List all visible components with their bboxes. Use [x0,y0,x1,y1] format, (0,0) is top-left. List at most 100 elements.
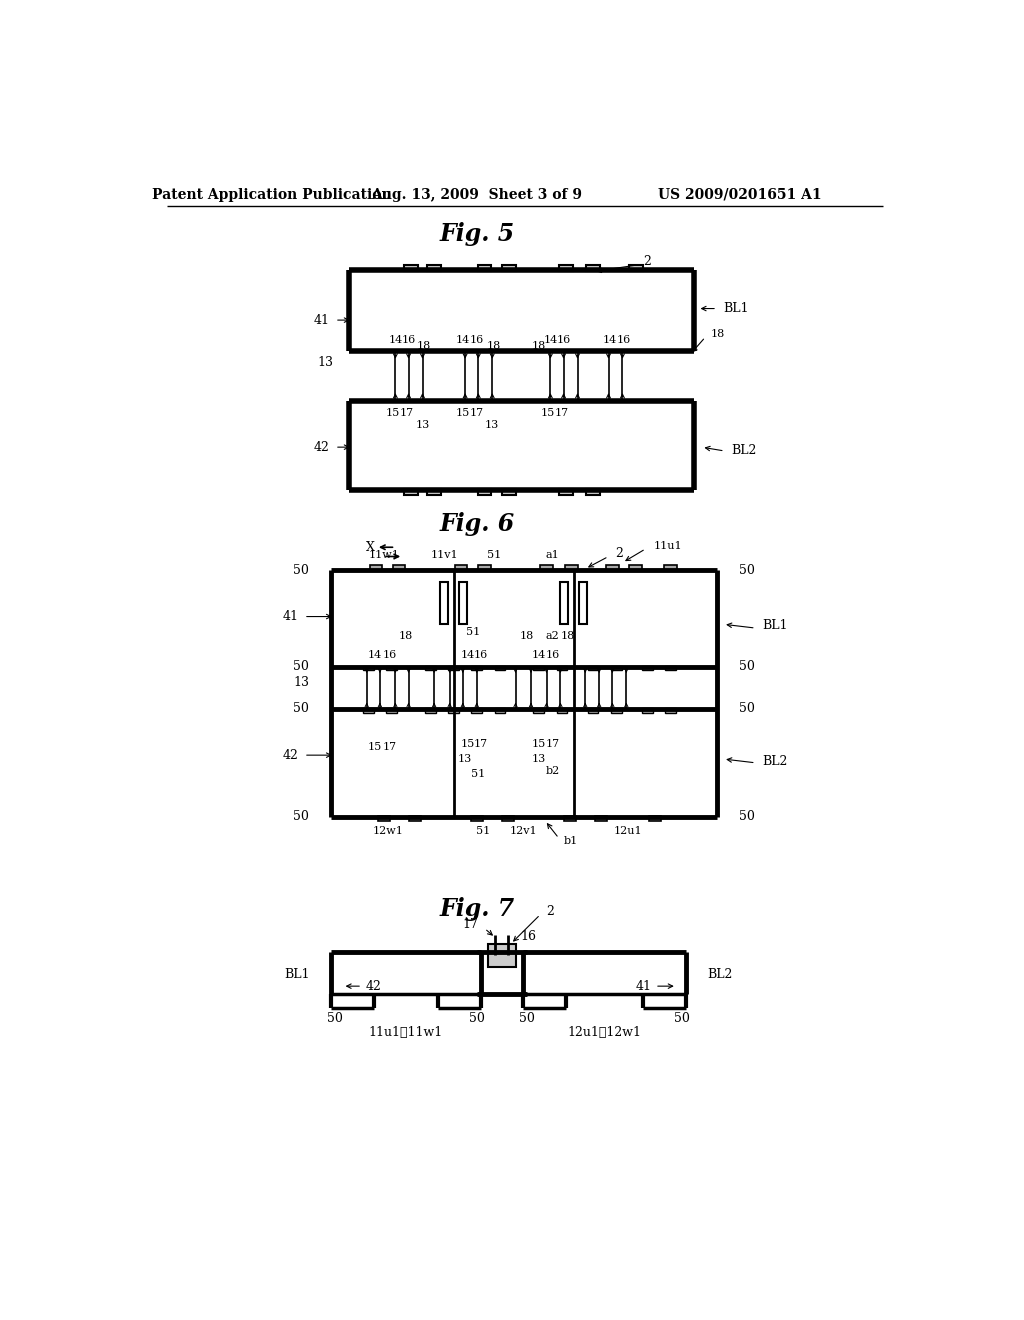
Text: 16: 16 [521,929,537,942]
Text: 50: 50 [519,1012,536,1026]
Text: 16: 16 [470,335,484,345]
Text: 17: 17 [473,739,487,748]
Text: b1: b1 [563,837,578,846]
Text: 15: 15 [456,408,470,418]
Text: 11u1～11w1: 11u1～11w1 [369,1026,442,1039]
Text: 50: 50 [738,660,755,673]
Bar [459,582,467,624]
Text: 41: 41 [283,610,299,623]
Bar [427,488,441,495]
Bar [534,708,544,713]
Bar [471,708,482,713]
Text: 2: 2 [547,906,554,917]
Bar [559,488,572,495]
Bar [495,665,506,671]
Text: 50: 50 [327,1012,343,1026]
Text: 15: 15 [368,742,382,752]
Bar [630,565,642,570]
Text: 50: 50 [738,702,755,715]
Bar [449,665,459,671]
Text: 11w1: 11w1 [369,550,399,560]
Text: BL1: BL1 [762,619,787,632]
Text: 13: 13 [485,420,500,430]
Text: 14: 14 [603,335,617,345]
Text: 17: 17 [463,917,478,931]
Bar [611,665,622,671]
Text: 2: 2 [614,546,623,560]
Bar [362,708,374,713]
Bar [455,565,467,570]
Text: 18: 18 [561,631,575,640]
Text: 51: 51 [476,825,490,836]
Text: 18: 18 [417,342,431,351]
Text: a1: a1 [546,550,559,560]
Text: 51: 51 [471,770,485,779]
Text: BL2: BL2 [762,755,787,768]
Bar [487,944,515,966]
Text: BL2: BL2 [731,445,757,458]
Text: 14: 14 [388,335,402,345]
Bar [495,708,506,713]
Text: 12v1: 12v1 [509,825,537,836]
Text: 50: 50 [469,1012,484,1026]
Text: BL1: BL1 [284,968,309,981]
Text: 41: 41 [635,979,651,993]
Text: 15: 15 [386,408,400,418]
Bar [557,665,567,671]
Text: 15: 15 [541,408,555,418]
Bar [557,708,567,713]
Bar [427,264,441,271]
Bar [586,488,600,495]
Text: 16: 16 [616,335,631,345]
Bar [370,565,382,570]
Bar [595,816,607,821]
Bar [534,665,544,671]
Text: 50: 50 [294,660,309,673]
Text: 15: 15 [461,739,474,748]
Text: Fig. 7: Fig. 7 [439,898,514,921]
Text: 16: 16 [383,649,397,660]
Bar [541,565,553,570]
Text: 11v1: 11v1 [430,550,458,560]
Bar [409,816,421,821]
Text: 14: 14 [544,335,557,345]
Text: 50: 50 [294,702,309,715]
Text: 13: 13 [317,356,334,370]
Text: 12w1: 12w1 [372,825,403,836]
Text: 50: 50 [294,810,309,824]
Text: 42: 42 [313,441,330,454]
Text: 18: 18 [398,631,413,640]
Bar [560,582,568,624]
Text: 2: 2 [643,255,651,268]
Text: Fig. 5: Fig. 5 [439,222,514,246]
Bar [588,665,598,671]
Bar [563,816,575,821]
Text: 12u1～12w1: 12u1～12w1 [567,1026,642,1039]
Text: 18: 18 [711,329,725,339]
Bar [386,665,397,671]
Bar [649,816,662,821]
Bar [425,665,435,671]
Bar [665,665,676,671]
Text: 14: 14 [368,649,382,660]
Bar [503,488,516,495]
Bar [559,264,572,271]
Text: 17: 17 [546,739,560,748]
Text: 17: 17 [555,408,569,418]
Text: 51: 51 [486,550,501,560]
Text: 16: 16 [546,649,560,660]
Bar [642,665,652,671]
Text: US 2009/0201651 A1: US 2009/0201651 A1 [658,187,822,202]
Text: 11u1: 11u1 [653,541,682,550]
Text: Aug. 13, 2009  Sheet 3 of 9: Aug. 13, 2009 Sheet 3 of 9 [372,187,583,202]
Text: 13: 13 [458,754,472,764]
Text: 13: 13 [293,676,309,689]
Bar [665,565,677,570]
Bar [471,816,483,821]
Text: 17: 17 [470,408,483,418]
Text: X: X [366,541,375,554]
Text: 50: 50 [738,564,755,577]
Text: 17: 17 [400,408,414,418]
Text: 18: 18 [531,342,546,351]
Text: 42: 42 [283,748,299,762]
